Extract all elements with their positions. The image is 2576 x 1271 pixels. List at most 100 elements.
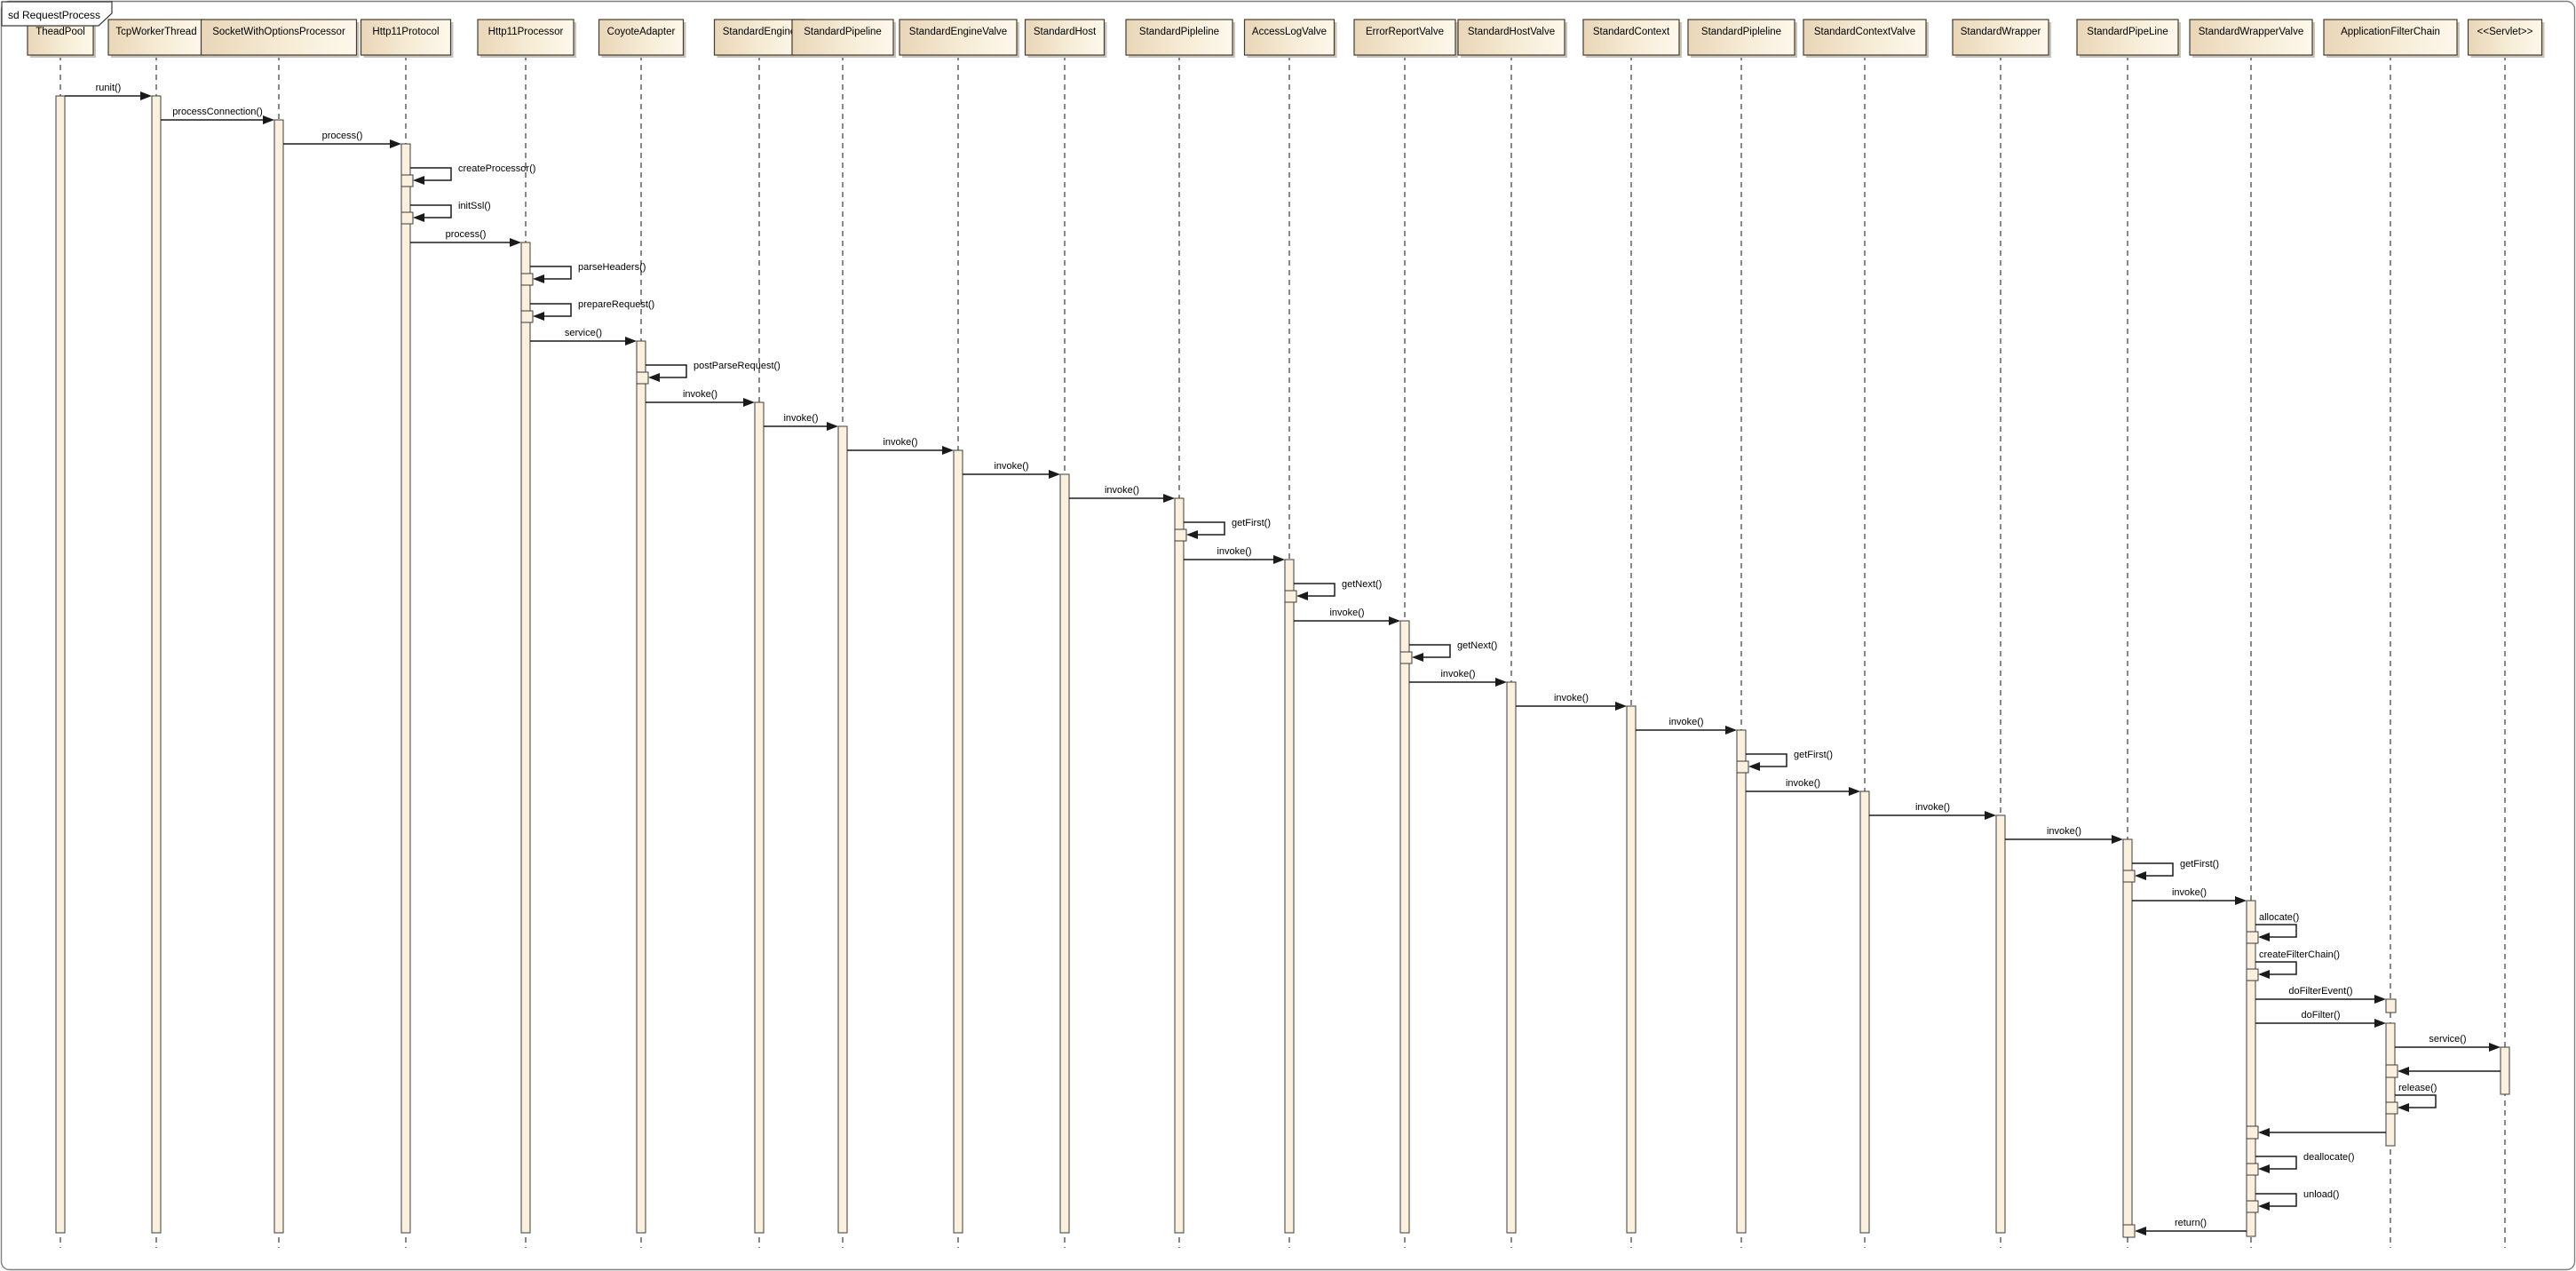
arrowhead-icon [648, 373, 660, 382]
activation-bar [837, 425, 848, 1234]
arrowhead-icon [743, 398, 755, 407]
lifeline-head: AccessLogValve [1243, 19, 1337, 58]
arrowhead-icon [942, 446, 954, 455]
lifeline-head: TheadPool [27, 19, 96, 58]
nested-activation [2385, 1101, 2398, 1115]
activation-bar [273, 119, 284, 1234]
lifeline-name: AccessLogValve [1252, 27, 1327, 37]
lifeline-head: ErrorReportValve [1353, 19, 1458, 58]
arrowhead-icon [1748, 762, 1760, 771]
message-label: getFirst() [1794, 750, 1833, 760]
message-label: doFilter() [2301, 1010, 2340, 1021]
message-label: createFilterChain() [2259, 949, 2340, 960]
lifeline-name: StandardContext [1593, 27, 1670, 37]
lifeline-head: StandardContext [1582, 19, 1682, 58]
arrowhead-icon [390, 139, 401, 148]
message-label: service() [2429, 1034, 2466, 1045]
message: invoke() [646, 389, 755, 407]
message-label: invoke() [683, 389, 717, 400]
arrowhead-icon [1273, 555, 1285, 564]
message-label: allocate() [2259, 912, 2299, 923]
self-message-loop [2255, 924, 2297, 938]
arrowhead-icon [1389, 616, 1400, 625]
message: parseHeaders() [520, 262, 646, 286]
lifeline-head: StandardPipleline [1687, 19, 1797, 58]
nested-activation [636, 371, 649, 385]
messages: runit() processConnection() process() creat… [65, 83, 2501, 1238]
message-label: parseHeaders() [578, 262, 646, 273]
nested-activation [520, 273, 534, 286]
arrowhead-icon [2489, 1043, 2501, 1052]
arrowhead-icon [1186, 530, 1198, 539]
message: getFirst() [1736, 750, 1833, 774]
arrowhead-icon [533, 274, 544, 283]
message: doFilter() [2255, 1010, 2386, 1028]
self-message-loop [646, 364, 687, 378]
activation-bar [400, 143, 411, 1234]
activation-bar [2246, 900, 2256, 1237]
self-message-loop [530, 303, 572, 317]
message-label: unload() [2303, 1189, 2339, 1200]
nested-activation [2246, 1163, 2259, 1176]
activation-bar [1059, 473, 1070, 1234]
nested-activation [2122, 870, 2136, 883]
message-label: invoke() [1105, 485, 1139, 496]
lifeline-name: SocketWithOptionsProcessor [212, 27, 345, 37]
arrowhead-icon [2235, 896, 2247, 905]
message: deallocate() [2246, 1152, 2354, 1176]
message-label: prepareRequest() [578, 299, 654, 310]
message-label: invoke() [2047, 826, 2081, 837]
lifeline-name: ErrorReportValve [1366, 27, 1444, 37]
activation-bar [1736, 729, 1747, 1234]
message-label: invoke() [1329, 608, 1364, 618]
nested-activation [2122, 1224, 2136, 1238]
message: createFilterChain() [2246, 949, 2340, 981]
arrowhead-icon [1049, 470, 1060, 479]
message-label: process() [446, 229, 487, 240]
lifeline-head: StandardPipleline [1125, 19, 1235, 58]
message: doFilterEvent() [2255, 986, 2397, 1013]
message-label: getNext() [1342, 579, 1382, 590]
head-box [1125, 19, 1233, 56]
nested-activation [2246, 1125, 2259, 1140]
arrowhead-icon [1495, 678, 1507, 687]
message-label: runit() [96, 83, 122, 93]
head-box [2323, 19, 2458, 56]
nested-activation [400, 174, 414, 187]
self-message-loop [1409, 644, 1451, 658]
self-message-loop [1746, 753, 1787, 767]
message: invoke() [764, 413, 838, 431]
arrowhead-icon [140, 91, 152, 100]
nested-activation [2246, 968, 2259, 981]
arrowhead-icon [2258, 933, 2270, 941]
message: getNext() [1284, 579, 1382, 603]
arrowhead-icon [413, 176, 424, 185]
lifeline-name: StandardHostValve [1468, 27, 1555, 37]
nested-activation [520, 310, 534, 323]
lifeline-head: <<Servlet>> [2467, 19, 2545, 58]
message-label: deallocate() [2303, 1152, 2354, 1163]
arrowhead-icon [1725, 726, 1737, 735]
lifeline-head: SocketWithOptionsProcessor [200, 19, 360, 58]
arrowhead-icon [2258, 1128, 2270, 1137]
nested-activation [2385, 1064, 2398, 1078]
message: getNext() [1399, 640, 1497, 664]
lifeline-name: StandardEngineValve [909, 27, 1007, 37]
message: process() [283, 131, 401, 148]
arrowhead-icon [1296, 592, 1308, 600]
message-label: process() [322, 131, 363, 141]
arrowhead-icon [2258, 1164, 2270, 1173]
message: invoke() [2132, 887, 2247, 905]
message: invoke() [1294, 608, 1400, 625]
lifeline-head: StandardHost [1024, 19, 1107, 58]
message: invoke() [1516, 693, 1627, 711]
head-box [360, 19, 452, 56]
arrowhead-icon [1849, 787, 1860, 796]
head-box [1243, 19, 1336, 56]
lifeline-head: StandardWrapper [1952, 19, 2051, 58]
message: initSsl() [400, 201, 491, 225]
message: invoke() [2005, 826, 2123, 844]
activation-bar [55, 95, 66, 1234]
lifeline-head: StandardContextValve [1803, 19, 1929, 58]
head-box [1952, 19, 2049, 56]
